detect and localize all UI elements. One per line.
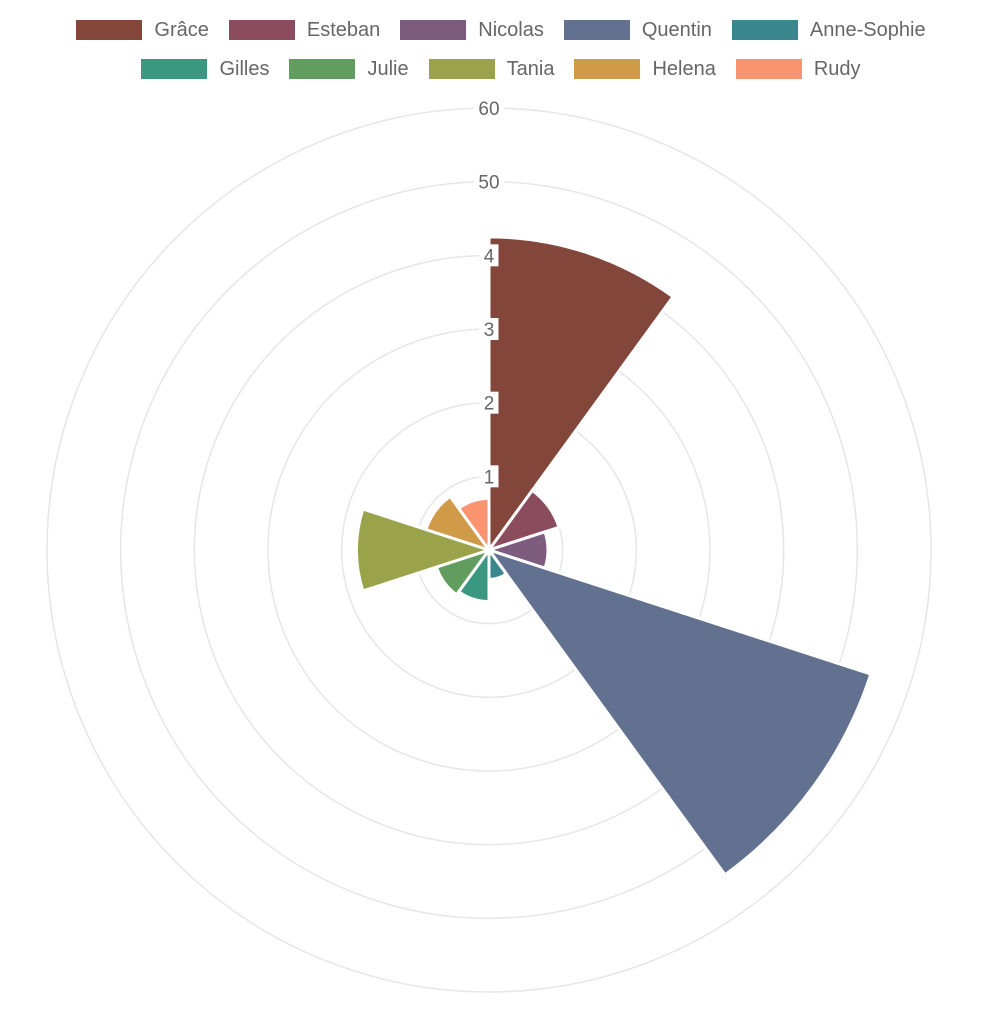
legend-item-tania[interactable]: Tania [428, 57, 555, 81]
legend-item-helena[interactable]: Helena [574, 57, 716, 81]
legend-row-2: Gilles Julie Tania Helena Rudy [0, 57, 1002, 81]
legend-label: Gilles [219, 58, 270, 80]
sector-rudy[interactable] [456, 496, 491, 555]
legend-item-julie[interactable]: Julie [289, 57, 409, 81]
radial-tick-label: 3 [484, 320, 495, 341]
legend-label: Rudy [813, 58, 861, 80]
radial-tick-label: 4 [484, 246, 495, 267]
tick-backdrop [474, 97, 504, 119]
tick-backdrop [479, 318, 499, 340]
legend-item-gilles[interactable]: Gilles [141, 57, 269, 81]
legend-swatch [289, 59, 356, 79]
sector-esteban[interactable] [485, 488, 561, 553]
tick-backdrop [479, 465, 499, 488]
legend-swatch [141, 59, 208, 79]
legend-swatch [428, 59, 495, 79]
radial-tick-labels: 1 2 3 4 50 60 [474, 97, 504, 488]
legend-item-esteban[interactable]: Esteban [228, 18, 381, 42]
sectors [354, 235, 873, 877]
legend-label: Helena [652, 58, 716, 80]
sector-helena[interactable] [424, 494, 493, 553]
legend-item-quentin[interactable]: Quentin [563, 18, 712, 42]
legend-swatch [735, 59, 802, 79]
legend-swatch [228, 20, 295, 40]
legend-row-1: Grâce Esteban Nicolas Quentin Anne-Sophi… [0, 18, 1002, 42]
legend-label: Nicolas [478, 19, 544, 41]
legend-label: Quentin [641, 19, 712, 41]
legend-label: Tania [506, 58, 555, 80]
legend-swatch [731, 20, 798, 40]
legend-swatch [76, 20, 143, 40]
sector-gr-ce[interactable] [487, 235, 676, 555]
legend-label: Esteban [306, 19, 381, 41]
legend-label: Grâce [154, 19, 209, 41]
radial-tick-label: 50 [478, 173, 499, 194]
legend-label: Julie [367, 58, 409, 80]
legend-label: Anne-Sophie [809, 19, 926, 41]
tick-backdrop [474, 170, 504, 193]
tick-backdrop [479, 391, 499, 414]
legend-swatch [563, 20, 630, 40]
legend-item-nicolas[interactable]: Nicolas [400, 18, 544, 42]
tick-backdrop [479, 244, 499, 267]
radial-tick-label: 2 [484, 394, 495, 415]
sector-tania[interactable] [354, 507, 494, 593]
sector-quentin[interactable] [485, 547, 873, 877]
radial-tick-label: 1 [484, 467, 495, 488]
legend-swatch [574, 59, 641, 79]
radial-tick-label: 60 [478, 99, 499, 120]
legend-item-anne-sophie[interactable]: Anne-Sophie [731, 18, 926, 42]
legend-item-grace[interactable]: Grâce [76, 18, 209, 42]
legend-item-rudy[interactable]: Rudy [735, 57, 861, 81]
legend-swatch [400, 20, 467, 40]
